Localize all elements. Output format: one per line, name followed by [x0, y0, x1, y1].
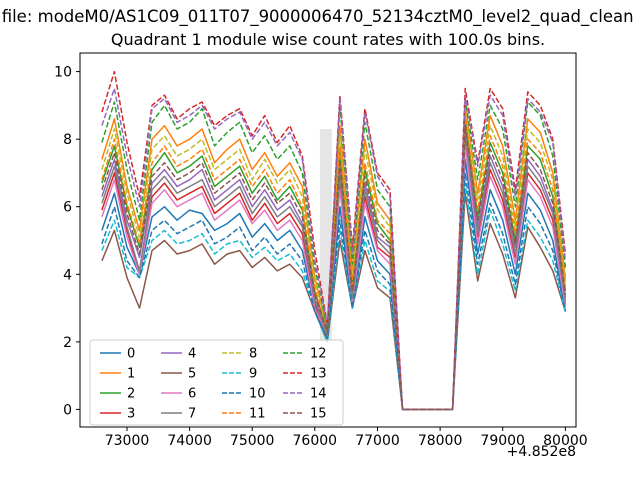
x-tick-label: 77000 [355, 433, 400, 449]
legend-label-13: 13 [310, 367, 327, 382]
series-line-13 [101, 70, 567, 411]
legend-label-1: 1 [127, 367, 135, 382]
legend-label-0: 0 [127, 347, 135, 362]
legend-label-8: 8 [249, 347, 257, 362]
shaded-region [319, 129, 332, 342]
series-line-14 [101, 87, 567, 411]
legend-box [89, 339, 344, 426]
legend-label-4: 4 [188, 347, 196, 362]
legend-label-6: 6 [188, 387, 196, 402]
axes-title: Quadrant 1 module wise count rates with … [110, 30, 546, 49]
legend-label-3: 3 [127, 407, 135, 422]
x-tick-label: 79000 [480, 433, 525, 449]
figure-suptitle: n file: modeM0/AS1C09_011T07_9000006470_… [0, 7, 634, 26]
legend-label-15: 15 [310, 407, 327, 422]
y-tick-label: 6 [63, 200, 72, 216]
x-tick-label: 78000 [418, 433, 463, 449]
legend-label-5: 5 [188, 367, 196, 382]
legend-label-11: 11 [249, 407, 266, 422]
legend-label-12: 12 [310, 347, 327, 362]
legend-label-2: 2 [127, 387, 135, 402]
y-tick-label: 4 [63, 267, 72, 283]
y-tick-label: 2 [63, 335, 72, 351]
axes-frame [79, 52, 577, 428]
series-line-15 [101, 124, 567, 411]
y-tick-label: 8 [63, 132, 72, 148]
x-tick-label: 74000 [167, 433, 212, 449]
x-tick-label: 76000 [293, 433, 338, 449]
legend-label-10: 10 [249, 387, 266, 402]
series-line-0 [101, 158, 567, 411]
series-line-10 [101, 172, 567, 411]
y-tick-label: 10 [54, 65, 72, 81]
legend-label-14: 14 [310, 387, 327, 402]
x-tick-label: 73000 [105, 433, 150, 449]
legend-label-9: 9 [249, 367, 257, 382]
x-tick-label: 75000 [230, 433, 275, 449]
series-line-11 [101, 114, 567, 411]
legend-label-7: 7 [188, 407, 196, 422]
x-axis-offset-text: +4.852e8 [506, 444, 576, 460]
x-tick-label: 80000 [543, 433, 588, 449]
y-tick-label: 0 [63, 402, 72, 418]
